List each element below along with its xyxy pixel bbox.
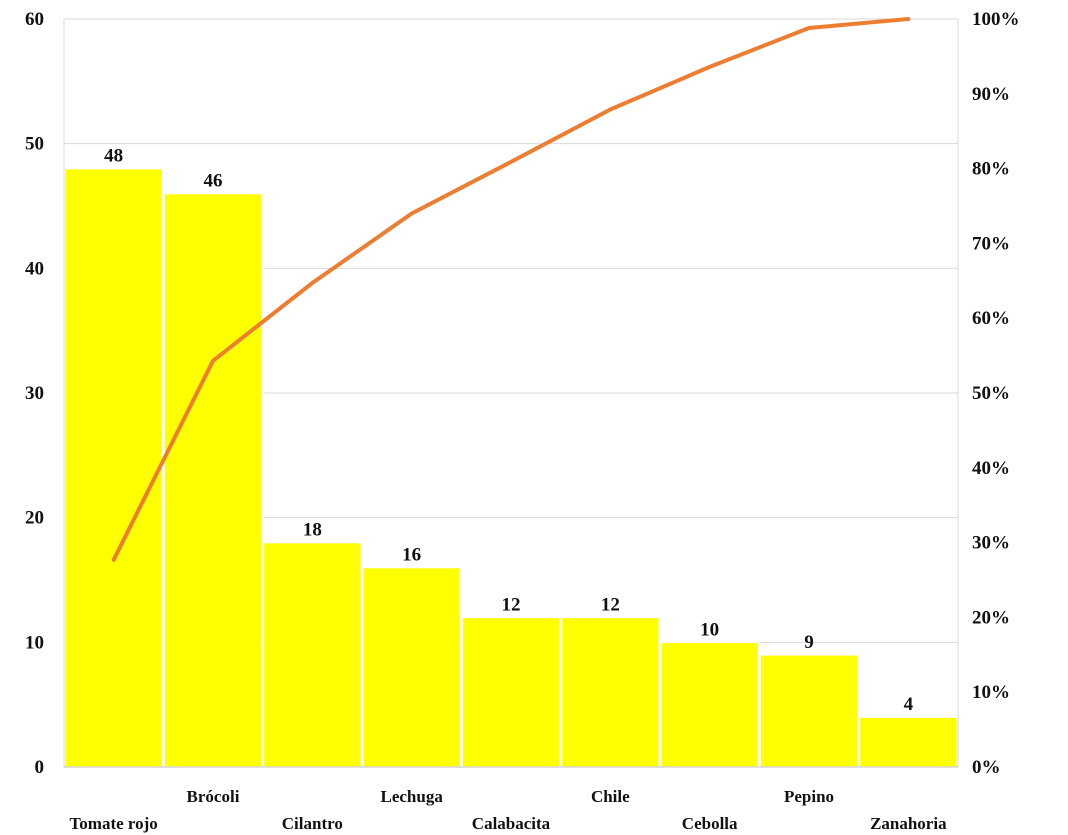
data-labels: 48 46 18 16 12 12 10 9 4 [104,146,913,716]
right-tick-label: 40% [972,458,1010,479]
cumulative-line [111,17,911,562]
left-tick-label: 20 [25,508,44,529]
data-label-3: 16 [402,545,421,566]
left-tick-label: 60 [25,9,44,30]
cumulative-percent-series [111,17,911,562]
left-tick-label: 10 [25,632,44,653]
bars [64,167,959,768]
left-tick-label: 30 [25,383,44,404]
right-tick-label: 10% [972,682,1010,703]
data-label-5: 12 [601,594,620,615]
category-label: Cilantro [282,814,343,833]
right-tick-label: 50% [972,383,1010,404]
right-tick-label: 80% [972,159,1010,180]
right-axis-ticks: 0% 10% 20% 30% 40% 50% 60% 70% 80% 90% 100% [972,9,1020,778]
right-tick-label: 0% [972,757,1001,778]
data-label-4: 12 [502,594,521,615]
data-label-7: 9 [804,632,814,653]
left-tick-label: 50 [25,134,44,155]
category-label: Zanahoria [870,814,947,833]
data-label-6: 10 [700,619,719,640]
category-label: Calabacita [472,814,551,833]
bar-5 [560,616,661,768]
bar-7 [759,654,859,768]
category-labels: Tomate rojo Brócoli Cilantro Lechuga Calabac… [70,787,948,833]
category-label: Chile [591,787,630,806]
plot-frame [63,19,959,768]
bar-3 [362,566,462,768]
left-tick-label: 40 [25,258,44,279]
data-label-8: 4 [904,694,914,715]
right-tick-label: 20% [972,607,1010,628]
category-label: Cebolla [682,814,738,833]
bar-6 [660,641,760,768]
bar-1 [163,192,263,768]
left-tick-label: 0 [35,757,45,778]
right-tick-label: 60% [972,308,1010,329]
category-label: Lechuga [380,787,443,806]
data-label-1: 46 [204,171,223,192]
right-tick-label: 90% [972,84,1010,105]
category-label: Tomate rojo [70,814,158,833]
bar-0 [64,167,164,768]
bar-2 [262,541,362,768]
right-tick-label: 30% [972,533,1010,554]
right-tick-label: 70% [972,233,1010,254]
left-axis-ticks: 0 10 20 30 40 50 60 [25,9,44,778]
bar-4 [461,616,561,768]
data-label-2: 18 [303,520,322,541]
bar-8 [858,716,959,768]
category-label: Brócoli [187,787,240,806]
category-label: Pepino [784,787,834,806]
data-label-0: 48 [104,146,123,167]
right-tick-label: 100% [972,9,1020,30]
